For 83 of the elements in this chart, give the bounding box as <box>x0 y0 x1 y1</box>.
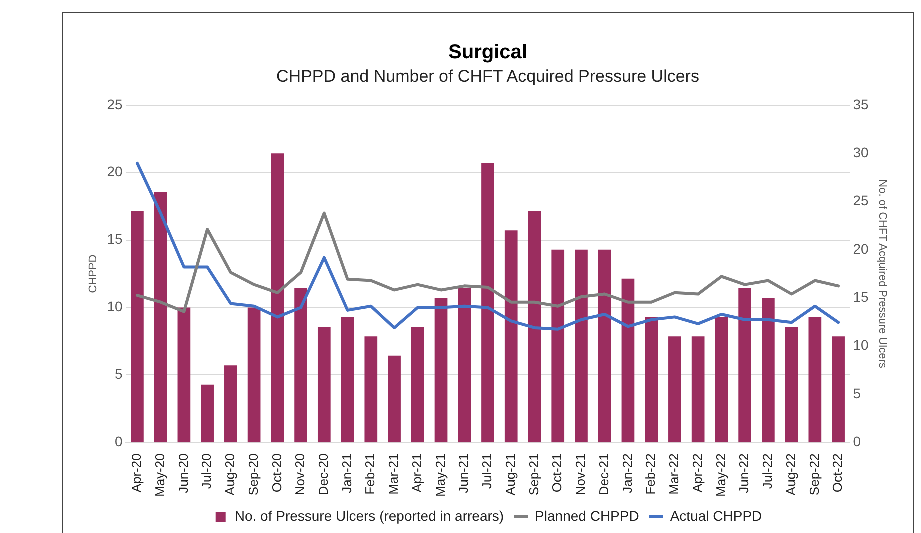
y-axis-title: CHPPD <box>88 254 100 294</box>
y-tick-label: 20 <box>107 164 123 180</box>
x-tick-label: Jul-20 <box>199 454 214 490</box>
x-tick-label: Oct-21 <box>550 454 565 493</box>
y2-tick-label: 5 <box>853 385 862 402</box>
x-tick-label: Apr-21 <box>409 454 424 493</box>
bar <box>341 317 354 443</box>
x-tick-label: May-21 <box>432 454 448 498</box>
y2-tick-label: 25 <box>853 192 870 209</box>
y2-tick-label: 0 <box>853 434 862 450</box>
bar <box>622 278 635 443</box>
bar <box>692 336 705 443</box>
bar <box>552 250 565 443</box>
x-tick-label: Aug-21 <box>502 454 518 496</box>
bar <box>178 308 191 443</box>
x-tick-label: Mar-22 <box>666 454 682 495</box>
x-tick-label: Aug-20 <box>222 454 238 496</box>
bar <box>434 298 448 443</box>
y2-tick-label: 35 <box>853 96 870 112</box>
x-tick-label: Dec-20 <box>316 454 331 496</box>
x-tick-label: Sep-21 <box>526 454 542 496</box>
bar <box>411 327 424 443</box>
x-tick-label: Apr-20 <box>129 454 144 493</box>
y-tick-label: 25 <box>107 96 123 112</box>
x-tick-label: Jun-20 <box>176 454 191 494</box>
bar <box>785 327 798 443</box>
y-tick-label: 0 <box>114 434 123 450</box>
bar <box>738 288 752 443</box>
x-tick-label: Feb-22 <box>643 454 658 495</box>
bar <box>388 356 401 443</box>
y2-axis-title: No. of CHFT Acquired Pressure Ulcers <box>876 180 888 369</box>
x-tick-label: Sep-22 <box>806 454 822 496</box>
x-tick-label: May-22 <box>713 454 728 498</box>
x-tick-label: Sep-20 <box>246 454 261 496</box>
y-tick-label: 15 <box>107 231 123 248</box>
bar <box>458 288 472 443</box>
legend-label: Actual CHPPD <box>670 508 762 524</box>
x-tick-label: Nov-21 <box>573 454 588 496</box>
bar <box>808 317 822 443</box>
chart-subtitle: CHPPD and Number of CHFT Acquired Pressure Ulcers <box>276 66 700 86</box>
bar <box>668 336 682 443</box>
bar <box>364 336 378 443</box>
y2-tick-label: 20 <box>853 240 870 257</box>
x-tick-label: Jun-22 <box>736 454 752 494</box>
bar <box>832 336 845 443</box>
bar <box>271 154 284 443</box>
y2-tick-label: 30 <box>853 144 870 160</box>
bar <box>762 298 775 443</box>
bar <box>318 327 331 443</box>
y2-tick-label: 15 <box>853 288 870 305</box>
legend-label: No. of Pressure Ulcers (reported in arrears) <box>234 508 504 524</box>
x-tick-label: Jan-21 <box>339 454 354 494</box>
y-tick-label: 5 <box>114 366 123 382</box>
bar <box>598 250 612 443</box>
x-tick-label: Nov-20 <box>292 454 308 496</box>
x-tick-label: Jan-22 <box>620 454 635 494</box>
y2-tick-label: 10 <box>853 337 870 354</box>
x-tick-label: Jun-21 <box>456 454 472 494</box>
bar <box>715 317 728 443</box>
x-tick-label: Feb-21 <box>362 454 378 495</box>
x-tick-label: Oct-20 <box>269 454 284 493</box>
x-tick-label: Jul-22 <box>760 454 776 490</box>
y-tick-label: 10 <box>107 298 123 315</box>
bar <box>294 288 308 443</box>
bar <box>201 384 214 443</box>
x-tick-label: Oct-22 <box>830 454 846 493</box>
bar <box>248 308 261 443</box>
x-tick-label: Aug-22 <box>783 454 798 496</box>
x-tick-label: Dec-21 <box>596 454 612 496</box>
legend-label: Planned CHPPD <box>535 508 640 524</box>
x-tick-label: Apr-22 <box>690 454 705 493</box>
x-tick-label: Mar-21 <box>386 454 402 495</box>
bar <box>131 211 144 443</box>
bar <box>482 163 494 443</box>
bar <box>575 250 588 443</box>
bar <box>645 317 658 443</box>
x-tick-label: Jul-21 <box>480 454 495 490</box>
bar <box>154 192 168 443</box>
bar <box>504 230 518 443</box>
chart-title: Surgical <box>448 42 528 64</box>
bar <box>528 211 542 443</box>
bar <box>224 366 238 443</box>
x-tick-label: May-20 <box>152 454 168 498</box>
